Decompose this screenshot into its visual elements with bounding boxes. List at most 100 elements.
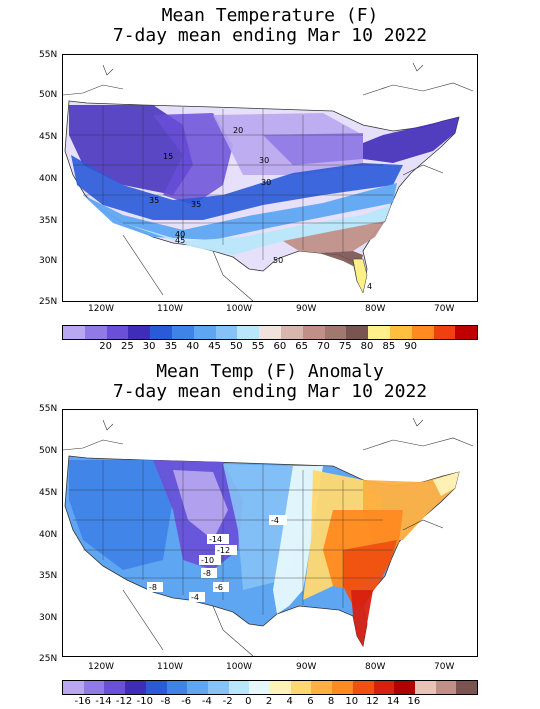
colorbar-swatch xyxy=(193,326,216,339)
map2-contour-label: -8 xyxy=(149,583,157,592)
colorbar-swatch xyxy=(215,326,238,339)
map2-anomaly-core-2 xyxy=(173,470,228,540)
colorbar-swatch xyxy=(128,326,151,339)
colorbar-swatch xyxy=(63,681,84,694)
map2-contour-label: -4 xyxy=(271,516,279,525)
map2-lat-label: 45N xyxy=(39,488,58,498)
map2-contour-label: -4 xyxy=(191,593,199,602)
map1-lat-label: 25N xyxy=(39,297,58,307)
map1-contour-label: 40 xyxy=(175,230,185,239)
map1-title-line2: 7-day mean ending Mar 10 2022 xyxy=(112,25,428,46)
colorbar-swatch xyxy=(270,681,291,694)
map2-anomaly-zero xyxy=(273,466,323,614)
map1-plot: 20 15 30 35 30 35 40 45 50 4 xyxy=(63,62,474,301)
map1-contour-label: 45 xyxy=(175,236,185,245)
map1-lon-label: 120W xyxy=(88,304,115,314)
map1-contour-label: 35 xyxy=(149,196,159,205)
colorbar-label: 20 xyxy=(99,341,112,352)
colorbar-swatch xyxy=(433,326,456,339)
colorbar-label: -8 xyxy=(160,696,171,707)
colorbar-swatch xyxy=(145,681,167,694)
map1-cold-band-4 xyxy=(263,133,363,165)
colorbar-label: 16 xyxy=(407,696,421,707)
map1-contour-label: 20 xyxy=(233,126,243,135)
colorbar-swatch xyxy=(166,681,188,694)
colorbar-swatch xyxy=(324,326,347,339)
map2-lat-label: 55N xyxy=(39,404,58,414)
colorbar-label: 25 xyxy=(120,341,134,352)
colorbar-swatch xyxy=(373,681,395,694)
colorbar-swatch xyxy=(368,326,390,339)
map1-title-line1: Mean Temperature (F) xyxy=(161,5,379,26)
map2-lon-label: 80W xyxy=(365,662,386,672)
colorbar-label: 75 xyxy=(338,341,352,352)
map1-mid-band-3 xyxy=(123,205,391,255)
colorbar-label: -10 xyxy=(136,696,153,707)
map2-lon-label: 120W xyxy=(88,662,115,672)
colorbar-label: 70 xyxy=(317,341,330,352)
map1-lat-label: 55N xyxy=(39,50,58,60)
colorbar-label: 12 xyxy=(366,696,379,707)
colorbar-label: -12 xyxy=(115,696,133,707)
colorbar-label: 65 xyxy=(295,341,309,352)
map1-contour-label: 35 xyxy=(191,200,201,209)
map1-frame: 20 15 30 35 30 35 40 45 50 4 xyxy=(62,54,478,302)
colorbar-swatch xyxy=(259,326,281,339)
colorbar-swatch xyxy=(171,326,194,339)
map2-lon-label: 90W xyxy=(296,662,317,672)
colorbar-swatch xyxy=(311,681,333,694)
map2-lat-label: 30N xyxy=(39,613,58,623)
colorbar-swatch xyxy=(332,681,353,694)
map1-lon-label: 80W xyxy=(365,304,386,314)
colorbar-swatch xyxy=(106,326,129,339)
map1-lat-label: 35N xyxy=(39,216,58,226)
colorbar-swatch xyxy=(104,681,126,694)
map2-anomaly-warm-5 xyxy=(351,590,373,646)
colorbar-swatch xyxy=(84,326,107,339)
colorbar-label: 85 xyxy=(382,341,396,352)
colorbar-label: -4 xyxy=(201,696,212,707)
map2-plot: -4 -14 -12 -10 -8 -6 -8 -4 xyxy=(63,417,474,656)
map1-lon-label: 110W xyxy=(157,304,184,314)
colorbar-swatch xyxy=(302,326,325,339)
colorbar-swatch xyxy=(280,326,303,339)
map1-lat-label: 45N xyxy=(39,132,58,142)
map1-mid-band-2 xyxy=(83,183,397,240)
colorbar-swatch xyxy=(207,681,229,694)
map2-lon-label: 70W xyxy=(434,662,455,672)
colorbar-label: -2 xyxy=(222,696,233,707)
colorbar-label: 6 xyxy=(307,696,314,707)
colorbar-label: 4 xyxy=(286,696,293,707)
map1-warm-band-2 xyxy=(319,251,363,269)
map2-lon-label: 100W xyxy=(226,662,253,672)
map1-florida xyxy=(352,258,368,294)
map2-lat-label: 40N xyxy=(39,530,58,540)
colorbar-label: 55 xyxy=(251,341,265,352)
colorbar-swatch xyxy=(414,681,436,694)
map2-lon-label: 110W xyxy=(157,662,184,672)
map2-contour-label: -6 xyxy=(215,583,223,592)
map2-lat-label: 50N xyxy=(39,446,58,456)
colorbar-label: -16 xyxy=(74,696,91,707)
map2-contour-label: -8 xyxy=(203,569,211,578)
colorbar-label: 8 xyxy=(327,696,335,707)
map2-state-lines xyxy=(69,460,393,615)
colorbar-swatch xyxy=(352,681,374,694)
colorbar-swatch xyxy=(187,681,208,694)
colorbar-swatch xyxy=(456,681,478,694)
map1-lat-label: 40N xyxy=(39,174,58,184)
map1-coastlines xyxy=(63,62,474,301)
map1-state-lines xyxy=(69,105,393,260)
colorbar-swatch xyxy=(455,326,478,339)
colorbar-label: 60 xyxy=(273,341,287,352)
colorbar-label: 50 xyxy=(229,341,243,352)
colorbar-swatch xyxy=(290,681,312,694)
map2-contour-label: -14 xyxy=(209,535,222,544)
map1-contour-label: 30 xyxy=(261,178,271,187)
map2-contour-label: -10 xyxy=(201,556,214,565)
colorbar-swatch xyxy=(411,326,434,339)
colorbar-label: 2 xyxy=(265,696,273,707)
colorbar-label: 45 xyxy=(208,341,221,352)
colorbar-swatch xyxy=(237,326,260,339)
map2-frame: -4 -14 -12 -10 -8 -6 -8 -4 xyxy=(62,409,478,657)
